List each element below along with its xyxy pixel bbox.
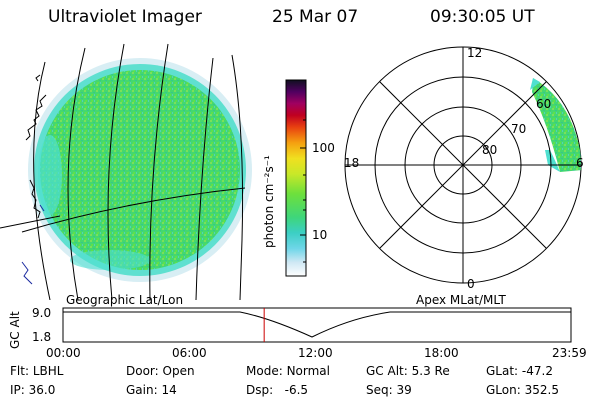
uv-image-disk (40, 70, 240, 270)
info-gc-alt: GC Alt: 5.3 Re (366, 364, 450, 378)
colorbar-tick-10: 10 (312, 228, 328, 242)
polar-plot (344, 46, 582, 284)
timeline-y-title: GC Alt (8, 311, 22, 349)
polar-label-80: 80 (482, 143, 498, 157)
instrument-title: Ultraviolet Imager (48, 7, 202, 27)
info-seq: Seq: 39 (366, 383, 412, 397)
info-glon: GLon: 352.5 (486, 383, 559, 397)
timeline-y-tick-9: 9.0 (32, 306, 52, 320)
mlt-label-18: 18 (344, 156, 360, 170)
colorbar-unit-label: photon cm⁻²s⁻¹ (262, 155, 276, 248)
info-glat: GLat: -47.2 (486, 364, 553, 378)
lat-lon-grid (0, 43, 246, 300)
date-label: 25 Mar 07 (272, 7, 359, 27)
colorbar-tick-100: 100 (312, 141, 335, 155)
timeline-left-label: Geographic Lat/Lon (66, 293, 184, 307)
info-mode: Mode: Normal (246, 364, 330, 378)
polar-aurora-swath (532, 78, 581, 172)
geographic-image-panel (0, 43, 252, 300)
info-gain: Gain: 14 (126, 383, 177, 397)
colorbar-gradient (285, 79, 307, 277)
timeline-x-tick-1800: 18:00 (424, 346, 459, 360)
timeline-x-tick-2359: 23:59 (552, 346, 587, 360)
time-label: 09:30:05 UT (430, 7, 535, 27)
altitude-timeline (62, 307, 572, 343)
info-dsp: Dsp: -6.5 (246, 383, 309, 397)
river-lines (21, 204, 45, 285)
timeline-x-tick-0000: 00:00 (46, 346, 81, 360)
colorbar (285, 79, 307, 277)
timeline-x-tick-0600: 06:00 (172, 346, 207, 360)
coastline (25, 74, 47, 219)
info-ip: IP: 36.0 (10, 383, 56, 397)
timeline-y-tick-1.8: 1.8 (32, 330, 52, 344)
mlt-label-6: 6 (576, 156, 584, 170)
polar-label-60: 60 (536, 97, 552, 111)
altitude-curve (63, 311, 571, 338)
timeline-right-label: Apex MLat/MLT (416, 293, 506, 307)
polar-label-70: 70 (511, 122, 527, 136)
mlt-label-0: 0 (467, 277, 475, 291)
info-door: Door: Open (126, 364, 195, 378)
timeline-frame (62, 307, 572, 343)
info-filter: Flt: LBHL (10, 364, 64, 378)
mlt-label-12: 12 (467, 46, 483, 60)
timeline-x-tick-1200: 12:00 (298, 346, 333, 360)
